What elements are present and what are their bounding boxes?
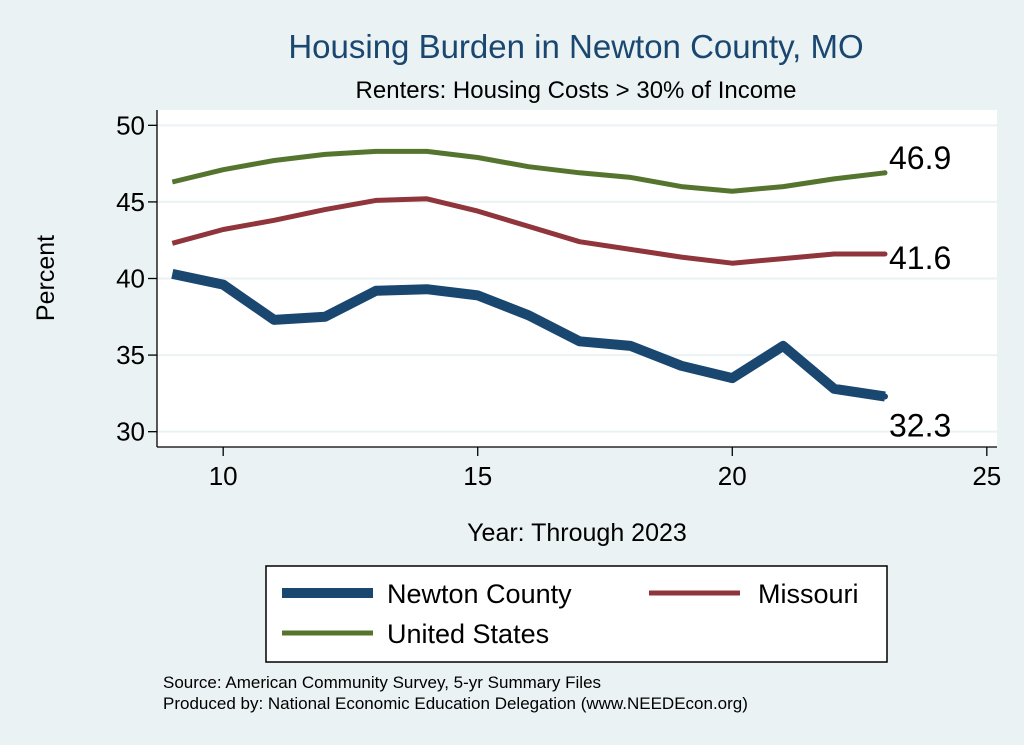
x-tick-labels: 10 15 20 25 xyxy=(209,461,1002,491)
y-tick-label-30: 30 xyxy=(116,417,145,447)
end-point-united-states xyxy=(882,170,888,176)
end-labels: 32.3 41.6 46.9 xyxy=(889,140,951,444)
x-tick-label-20: 20 xyxy=(718,461,747,491)
y-tick-label-40: 40 xyxy=(116,264,145,294)
x-tick-label-15: 15 xyxy=(463,461,492,491)
legend-label-missouri: Missouri xyxy=(758,579,859,609)
series-line-newton-county xyxy=(171,269,886,402)
y-axis-label: Percent xyxy=(32,235,60,321)
end-label-united-states: 46.9 xyxy=(889,140,951,176)
end-label-missouri: 41.6 xyxy=(889,240,951,276)
gridlines xyxy=(157,124,997,433)
legend-box xyxy=(265,565,888,663)
series-line-united-states xyxy=(171,148,886,194)
x-tick-label-10: 10 xyxy=(209,461,238,491)
source-note: Source: American Community Survey, 5-yr … xyxy=(163,673,601,692)
end-point-newton-county xyxy=(882,393,888,400)
y-tick-labels: 30 35 40 45 50 xyxy=(116,110,145,446)
series-lines xyxy=(171,148,888,402)
legend: Newton County Missouri United States xyxy=(265,565,888,663)
producer-note: Produced by: National Economic Education… xyxy=(163,694,748,713)
x-axis-label: Year: Through 2023 xyxy=(467,519,687,547)
y-tick-label-45: 45 xyxy=(116,187,145,217)
x-tick-label-25: 25 xyxy=(972,461,1001,491)
end-label-newton-county: 32.3 xyxy=(889,407,951,443)
legend-label-newton-county: Newton County xyxy=(387,579,572,609)
y-tick-label-50: 50 xyxy=(116,110,145,140)
legend-label-united-states: United States xyxy=(387,619,549,649)
axes xyxy=(148,110,997,456)
end-point-missouri xyxy=(882,251,888,257)
chart-title: Housing Burden in Newton County, MO xyxy=(288,28,863,65)
chart-subtitle: Renters: Housing Costs > 30% of Income xyxy=(356,77,797,104)
series-line-missouri xyxy=(171,196,885,266)
y-tick-label-35: 35 xyxy=(116,340,145,370)
